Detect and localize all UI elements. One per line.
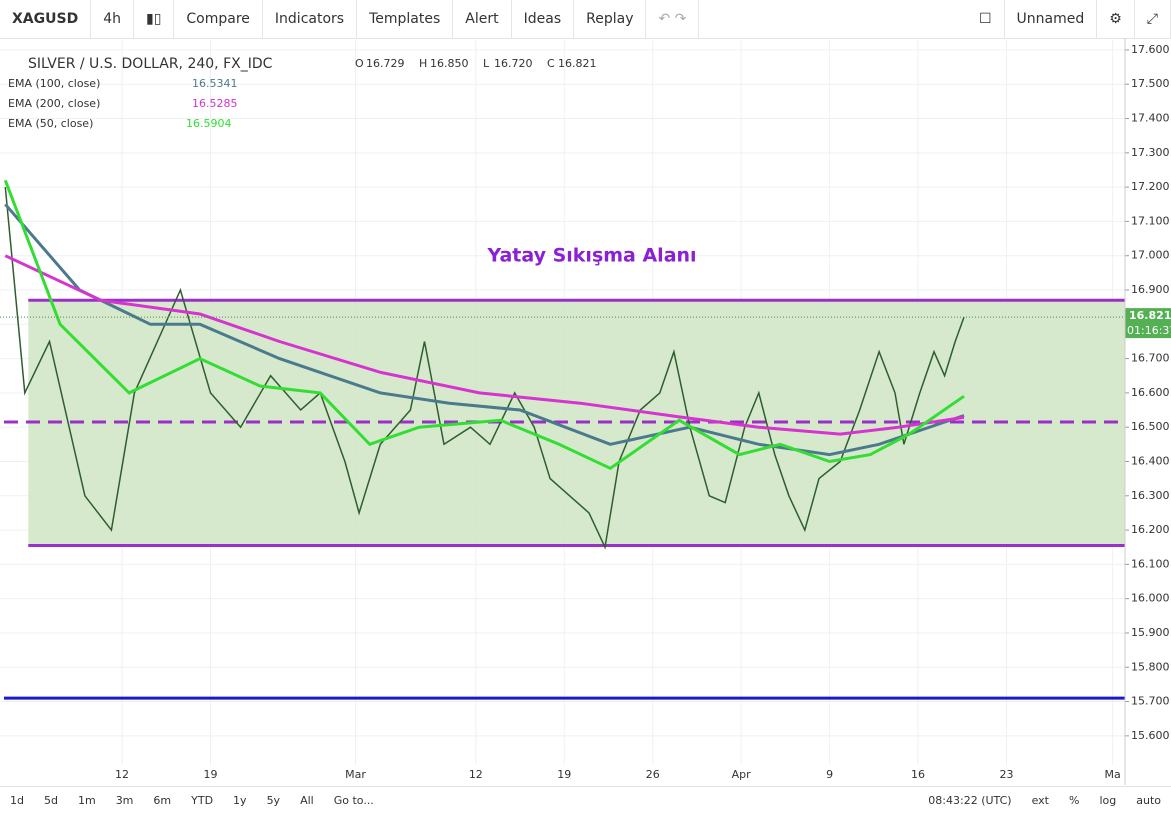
goto-button[interactable]: Go to... xyxy=(333,793,374,807)
chart: SILVER / U.S. DOLLAR, 240, FX_IDC Yatay … xyxy=(0,38,1171,785)
interval[interactable]: 4h xyxy=(91,0,134,38)
y-tick-label: 16.700 xyxy=(1131,352,1170,365)
layout-name[interactable]: Unnamed xyxy=(1005,0,1098,38)
x-tick-label: 9 xyxy=(826,768,833,781)
settings[interactable]: ⚙ xyxy=(1097,0,1135,38)
y-tick-label: 16.400 xyxy=(1131,454,1170,467)
x-tick-label: 12 xyxy=(469,768,483,781)
y-tick-label: 16.600 xyxy=(1131,386,1170,399)
ohlc-value: 16.729 xyxy=(366,57,405,70)
x-tick-label: Ma xyxy=(1105,768,1121,781)
y-tick-label: 17.000 xyxy=(1131,249,1170,262)
ohlc-value: 16.720 xyxy=(494,57,533,70)
fullscreen-box[interactable]: ☐ xyxy=(967,0,1005,38)
clock: 08:43:22 (UTC) xyxy=(928,793,1012,807)
toolbar-button[interactable]: Alert xyxy=(453,0,512,38)
legend-entry: EMA (50, close) xyxy=(8,117,93,130)
toolbar: XAGUSD 4h ▮▯ Compare Indicators Template… xyxy=(0,0,1171,39)
range-button[interactable]: 1m xyxy=(77,793,96,807)
y-tick-label: 16.100 xyxy=(1131,557,1170,570)
x-tick-label: 23 xyxy=(999,768,1013,781)
legend-value: 16.5904 xyxy=(186,117,232,130)
toolbar-button[interactable]: Templates xyxy=(357,0,454,38)
y-tick-label: 15.700 xyxy=(1131,695,1170,708)
ohlc-key: O xyxy=(355,57,364,70)
x-tick-label: Apr xyxy=(732,768,752,781)
x-tick-label: 16 xyxy=(911,768,925,781)
toolbar-button[interactable]: Replay xyxy=(574,0,647,38)
range-button[interactable]: YTD xyxy=(191,793,214,807)
scale-option[interactable]: % xyxy=(1069,793,1080,807)
x-tick-label: 26 xyxy=(646,768,660,781)
y-tick-label: 16.300 xyxy=(1131,489,1170,502)
y-tick-label: 16.500 xyxy=(1131,420,1170,433)
y-tick-label: 15.800 xyxy=(1131,660,1170,673)
annotation: Yatay Sıkışma Alanı xyxy=(486,245,696,267)
series-line xyxy=(3,179,965,471)
y-tick-label: 17.200 xyxy=(1131,180,1170,193)
legend-entry: EMA (100, close) xyxy=(8,77,100,90)
range-button[interactable]: All xyxy=(300,793,314,807)
y-tick-label: 17.600 xyxy=(1131,43,1170,56)
ohlc-key: C xyxy=(547,57,555,70)
y-tick-label: 17.100 xyxy=(1131,214,1170,227)
y-tick-label: 15.600 xyxy=(1131,729,1170,742)
symbol[interactable]: XAGUSD xyxy=(0,0,92,38)
x-tick-label: 19 xyxy=(203,768,217,781)
ohlc-key: H xyxy=(419,57,427,70)
y-tick-label: 16.200 xyxy=(1131,523,1170,536)
bottom-bar: 1d 5d 1m 3m 6m YTD 1y 5y All Go to... 08:43:22 (UT… xyxy=(0,786,1171,813)
range-button[interactable]: 6m xyxy=(153,793,172,807)
series-line xyxy=(4,203,965,457)
ohlc-value: 16.850 xyxy=(430,57,469,70)
toolbar-button[interactable]: Compare xyxy=(174,0,263,38)
legend-title: SILVER / U.S. DOLLAR, 240, FX_IDC xyxy=(28,56,273,72)
x-tick-label: 19 xyxy=(557,768,571,781)
legend-value: 16.5341 xyxy=(192,77,238,90)
y-tick-label: 16.900 xyxy=(1131,283,1170,296)
countdown: 01:16:37 xyxy=(1127,324,1171,337)
series-line xyxy=(4,187,965,550)
y-tick-label: 17.400 xyxy=(1131,112,1170,125)
range-button[interactable]: 5d xyxy=(43,793,58,807)
range-button[interactable]: 5y xyxy=(266,793,281,807)
legend-entry: EMA (200, close) xyxy=(8,97,100,110)
series-line xyxy=(4,254,965,436)
expand[interactable]: ⤢ xyxy=(1135,0,1171,38)
y-tick-label: 16.000 xyxy=(1131,592,1170,605)
y-tick-label: 17.300 xyxy=(1131,146,1170,159)
ohlc-key: L xyxy=(483,57,490,70)
scale-option[interactable]: auto xyxy=(1136,793,1161,807)
toolbar-button[interactable]: Indicators xyxy=(263,0,358,38)
scale-option[interactable]: log xyxy=(1099,793,1117,807)
range-button[interactable]: 1y xyxy=(233,793,247,807)
x-tick-label: Mar xyxy=(345,768,366,781)
range-button[interactable]: 1d xyxy=(10,793,24,807)
last-price-box xyxy=(1125,308,1171,339)
y-tick-label: 15.900 xyxy=(1131,626,1170,639)
toolbar-button[interactable]: Ideas xyxy=(512,0,575,38)
last-price-label: 16.821 xyxy=(1129,309,1171,322)
legend-value: 16.5285 xyxy=(192,97,238,110)
y-tick-label: 17.500 xyxy=(1131,77,1170,90)
ohlc-value: 16.821 xyxy=(558,57,597,70)
undo-redo[interactable]: ↶ ↷ xyxy=(646,0,700,38)
x-tick-label: 12 xyxy=(115,768,129,781)
scale-option[interactable]: ext xyxy=(1031,793,1049,807)
range-button[interactable]: 3m xyxy=(115,793,134,807)
chart-style[interactable]: ▮▯ xyxy=(134,0,175,38)
